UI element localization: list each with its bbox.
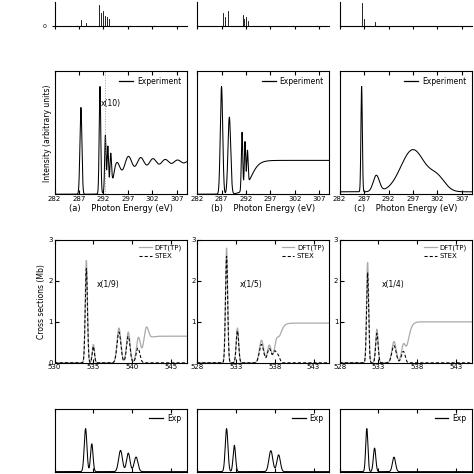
Text: x(1/4): x(1/4) [382,280,405,289]
Legend: Experiment: Experiment [260,75,325,87]
Y-axis label: Intensity (arbitrary units): Intensity (arbitrary units) [43,84,52,182]
Legend: Exp: Exp [291,412,325,424]
X-axis label: (c)    Photon Energy (eV): (c) Photon Energy (eV) [354,204,457,213]
Legend: Experiment: Experiment [403,75,468,87]
Legend: Exp: Exp [148,412,182,424]
X-axis label: (a)    Photon Energy (eV): (a) Photon Energy (eV) [69,204,173,213]
Legend: DFT(TP), STEX: DFT(TP), STEX [280,243,326,261]
Y-axis label: Cross sections (Mb): Cross sections (Mb) [37,264,46,339]
Text: x(1/5): x(1/5) [239,280,262,289]
X-axis label: (b)    Photon Energy (eV): (b) Photon Energy (eV) [211,204,315,213]
Legend: DFT(TP), STEX: DFT(TP), STEX [138,243,183,261]
Legend: Exp: Exp [433,412,468,424]
Legend: Experiment: Experiment [118,75,182,87]
Legend: DFT(TP), STEX: DFT(TP), STEX [423,243,468,261]
Text: x(10): x(10) [100,99,121,108]
Text: x(1/9): x(1/9) [97,280,119,289]
